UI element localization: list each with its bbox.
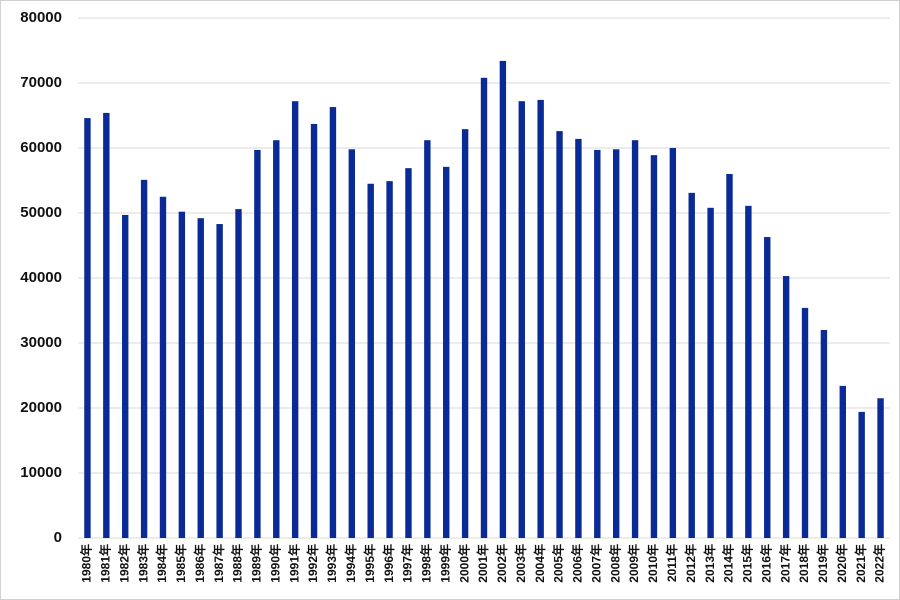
x-tick-label: 1991年 — [286, 544, 301, 583]
x-tick-label: 1993年 — [324, 544, 339, 583]
bar — [556, 131, 563, 538]
bar — [688, 192, 695, 538]
bar — [764, 237, 771, 539]
bar — [726, 174, 733, 538]
x-tick-label: 1999年 — [437, 544, 452, 583]
bar — [291, 101, 299, 538]
x-tick-label: 1982年 — [116, 544, 131, 583]
y-tick-label: 40000 — [20, 269, 62, 286]
bar — [273, 140, 280, 538]
bar — [518, 101, 525, 538]
bar — [631, 140, 639, 538]
y-tick-label: 80000 — [20, 9, 62, 26]
x-tick-label: 1983年 — [135, 544, 150, 583]
x-tick-label: 2021年 — [853, 544, 868, 583]
x-tick-label: 1985年 — [173, 544, 188, 583]
y-tick-label: 60000 — [20, 139, 62, 156]
x-tick-label: 2011年 — [664, 544, 679, 582]
y-tick-label: 30000 — [20, 334, 62, 351]
bar — [424, 140, 431, 538]
x-tick-label: 2001年 — [475, 544, 490, 583]
x-tick-label: 2008年 — [607, 544, 622, 583]
bar — [650, 155, 658, 538]
bar — [386, 181, 393, 538]
bar — [745, 205, 752, 538]
bar — [480, 77, 488, 539]
x-tick-label: 1984年 — [154, 544, 169, 583]
bar — [348, 149, 356, 539]
x-tick-label: 2018年 — [796, 544, 811, 583]
x-tick-label: 1997年 — [400, 544, 415, 583]
bar — [197, 218, 204, 538]
bar — [877, 398, 884, 538]
bar — [159, 196, 167, 538]
x-tick-label: 2010年 — [645, 544, 660, 583]
bar — [443, 166, 450, 538]
x-tick-label: 2015年 — [740, 544, 755, 583]
x-tick-label: 1995年 — [362, 544, 377, 583]
x-tick-label: 1994年 — [343, 544, 358, 583]
x-tick-label: 2017年 — [777, 544, 792, 583]
bar — [235, 209, 242, 538]
bar — [254, 149, 261, 538]
x-tick-label: 2014年 — [721, 544, 736, 583]
x-tick-label: 2007年 — [588, 544, 603, 583]
bar — [820, 330, 828, 538]
x-tick-label: 1996年 — [381, 544, 396, 583]
x-tick-label: 1988年 — [230, 544, 245, 583]
x-tick-label: 2004年 — [532, 544, 547, 583]
bar — [310, 123, 318, 538]
bar — [405, 168, 412, 538]
x-tick-label: 2022年 — [872, 544, 887, 583]
bar — [499, 60, 507, 539]
x-tick-label: 2006年 — [570, 544, 585, 583]
bar — [329, 107, 337, 539]
x-tick-label: 1989年 — [249, 544, 264, 583]
y-tick-label: 10000 — [20, 464, 62, 481]
x-tick-label: 2005年 — [551, 544, 566, 583]
x-tick-label: 1998年 — [419, 544, 434, 583]
bar — [140, 179, 148, 538]
x-tick-label: 2003年 — [513, 544, 528, 583]
bar — [461, 129, 469, 538]
bar — [575, 138, 582, 538]
x-tick-label: 1980年 — [79, 544, 94, 583]
x-tick-label: 1986年 — [192, 544, 207, 583]
y-tick-label: 70000 — [20, 74, 62, 91]
x-tick-label: 2020年 — [834, 544, 849, 583]
bar — [594, 149, 601, 538]
bar — [839, 385, 846, 538]
x-tick-label: 2012年 — [683, 544, 698, 583]
x-tick-label: 2009年 — [626, 544, 641, 583]
bar — [84, 118, 91, 538]
bar — [707, 207, 714, 539]
bar — [367, 183, 374, 538]
x-tick-label: 2016年 — [758, 544, 773, 583]
y-tick-label: 50000 — [20, 204, 62, 221]
x-tick-label: 2019年 — [815, 544, 830, 583]
bar — [537, 99, 544, 539]
bar — [216, 224, 223, 539]
y-tick-label: 0 — [54, 529, 62, 546]
bar — [669, 148, 677, 538]
bar — [122, 214, 129, 538]
x-tick-label: 2013年 — [702, 544, 717, 583]
x-tick-label: 1992年 — [305, 544, 320, 583]
x-tick-label: 1981年 — [97, 544, 112, 583]
bar — [178, 211, 186, 538]
bar — [801, 307, 809, 538]
y-tick-label: 20000 — [20, 399, 62, 416]
x-tick-label: 2002年 — [494, 544, 509, 583]
bar — [103, 112, 110, 539]
bar — [782, 276, 790, 538]
x-tick-label: 1987年 — [211, 544, 226, 583]
bar — [858, 411, 865, 538]
x-tick-label: 2000年 — [456, 544, 471, 583]
bar — [612, 149, 620, 539]
x-tick-label: 1990年 — [267, 544, 282, 583]
